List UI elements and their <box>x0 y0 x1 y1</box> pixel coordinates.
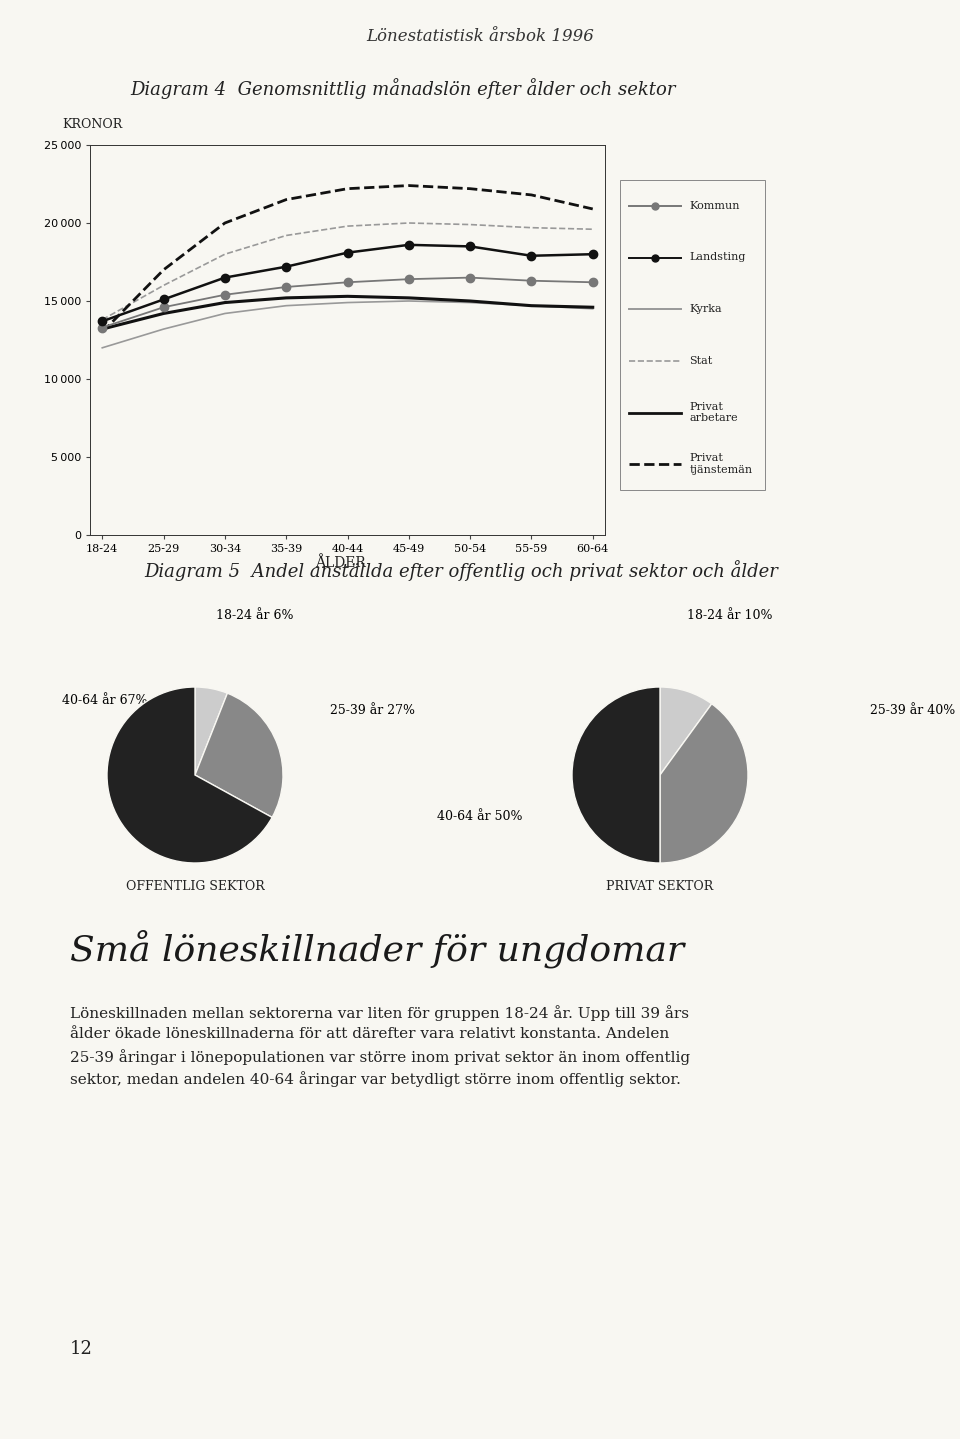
Text: sektor, medan andelen 40-64 åringar var betydligt större inom offentlig sektor.: sektor, medan andelen 40-64 åringar var … <box>70 1071 681 1086</box>
Wedge shape <box>195 694 283 817</box>
Text: Privat
tjänstemän: Privat tjänstemän <box>689 453 753 475</box>
Text: 12: 12 <box>70 1340 93 1358</box>
Text: PRIVAT SEKTOR: PRIVAT SEKTOR <box>607 881 713 894</box>
Text: Löneskillnaden mellan sektorerna var liten för gruppen 18-24 år. Upp till 39 års: Löneskillnaden mellan sektorerna var lit… <box>70 1004 689 1020</box>
Text: ålder ökade löneskillnaderna för att därefter vara relativt konstanta. Andelen: ålder ökade löneskillnaderna för att där… <box>70 1027 669 1040</box>
Text: Lönestatistisk årsbok 1996: Lönestatistisk årsbok 1996 <box>366 27 594 45</box>
Text: 25-39 åringar i lönepopulationen var större inom privat sektor än inom offentlig: 25-39 åringar i lönepopulationen var stö… <box>70 1049 690 1065</box>
Wedge shape <box>195 686 228 776</box>
Text: 18-24 år 10%: 18-24 år 10% <box>687 609 773 622</box>
Text: 18-24 år 6%: 18-24 år 6% <box>216 609 294 622</box>
Text: Små löneskillnader för ungdomar: Små löneskillnader för ungdomar <box>70 930 684 968</box>
Text: Diagram 4  Genomsnittlig månadslön efter ålder och sektor: Diagram 4 Genomsnittlig månadslön efter … <box>131 78 676 99</box>
Text: Privat
arbetare: Privat arbetare <box>689 401 738 423</box>
Text: 40-64 år 67%: 40-64 år 67% <box>62 694 148 707</box>
Text: Stat: Stat <box>689 355 713 366</box>
Wedge shape <box>660 704 748 863</box>
Wedge shape <box>660 686 711 776</box>
Text: 25-39 år 40%: 25-39 år 40% <box>870 704 955 717</box>
Text: 40-64 år 50%: 40-64 år 50% <box>437 810 523 823</box>
Text: Kyrka: Kyrka <box>689 304 722 314</box>
Text: Landsting: Landsting <box>689 252 746 262</box>
Text: KRONOR: KRONOR <box>62 118 122 131</box>
Text: Diagram 5  Andel anställda efter offentlig och privat sektor och ålder: Diagram 5 Andel anställda efter offentli… <box>144 560 778 581</box>
Text: Kommun: Kommun <box>689 201 740 212</box>
Text: 25-39 år 27%: 25-39 år 27% <box>330 704 415 717</box>
Text: ÅLDER: ÅLDER <box>315 555 366 570</box>
Wedge shape <box>572 686 660 863</box>
Wedge shape <box>107 686 272 863</box>
Text: OFFENTLIG SEKTOR: OFFENTLIG SEKTOR <box>126 881 264 894</box>
